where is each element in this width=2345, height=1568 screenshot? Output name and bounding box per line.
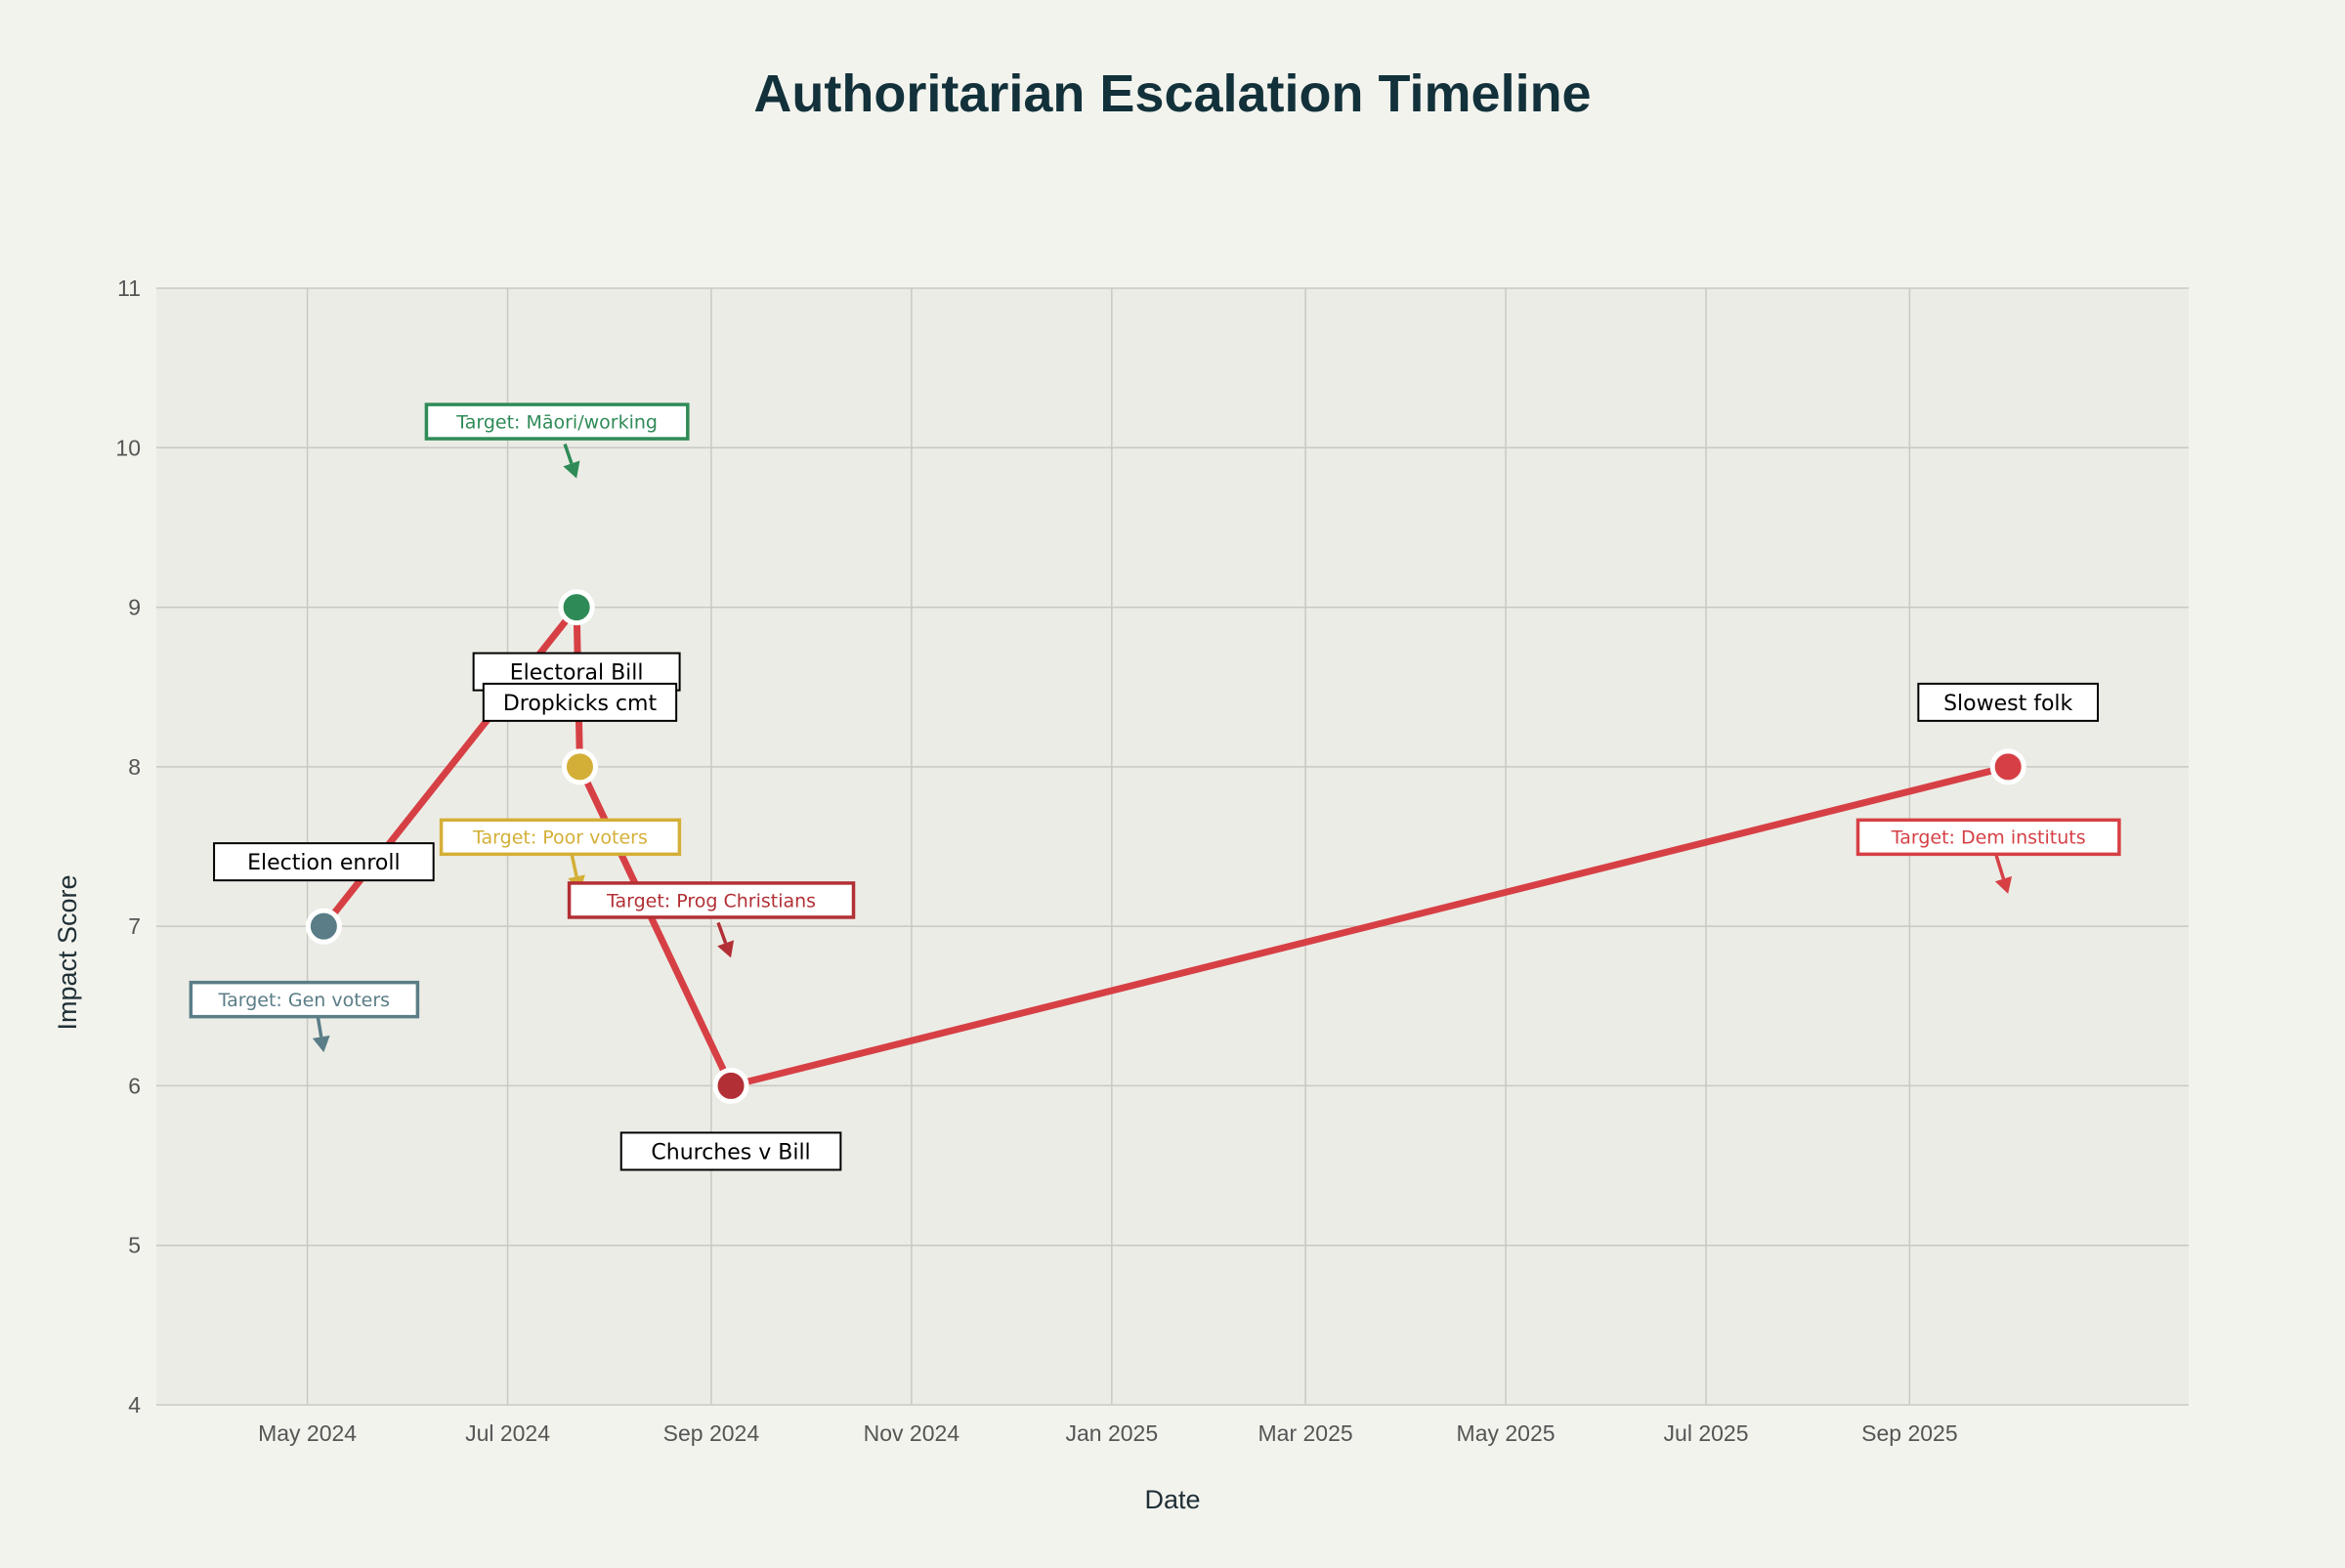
target-label: Target: Gen voters	[218, 990, 390, 1011]
arrow-head	[717, 940, 735, 958]
event-label-group: Churches v Bill	[619, 1131, 842, 1171]
y-tick-label: 7	[128, 913, 141, 939]
annotation-arrow	[312, 1016, 330, 1053]
arrow-shaft	[316, 1016, 323, 1038]
y-tick-label: 8	[128, 754, 141, 780]
y-tick-label: 5	[128, 1233, 141, 1258]
event-label-group: Slowest folk	[1917, 682, 2100, 722]
x-tick-label: Sep 2025	[1861, 1420, 1957, 1446]
target-label-box	[189, 980, 420, 1019]
arrow-shaft	[570, 855, 578, 877]
x-tick-label: May 2025	[1457, 1420, 1556, 1446]
arrow-head	[563, 460, 580, 479]
event-label: Slowest folk	[1943, 692, 2072, 716]
x-tick-label: Jul 2024	[465, 1420, 550, 1446]
target-label: Target: Māori/working	[455, 411, 658, 433]
target-label-box	[439, 818, 682, 857]
data-point	[305, 908, 342, 945]
event-label-box	[482, 682, 678, 722]
event-label-box	[213, 842, 435, 882]
target-label-group: Target: Gen voters	[189, 980, 420, 1019]
target-label-group: Target: Prog Christians	[567, 881, 856, 919]
chart-title: Authoritarian Escalation Timeline	[753, 64, 1591, 123]
y-tick-label: 11	[117, 275, 141, 301]
target-label-group: Target: Poor voters	[439, 818, 682, 857]
target-label-box	[1855, 818, 2121, 857]
arrow-shaft	[563, 444, 574, 465]
arrow-head	[1994, 875, 2013, 894]
target-label-box	[567, 881, 856, 919]
event-label: Electoral Bill	[510, 660, 644, 685]
data-point	[712, 1067, 749, 1104]
data-point	[1989, 748, 2026, 785]
x-tick-label: Jul 2025	[1664, 1420, 1749, 1446]
x-axis-label: Date	[1144, 1485, 1200, 1514]
target-label: Target: Prog Christians	[606, 890, 816, 911]
x-tick-label: Sep 2024	[663, 1420, 760, 1446]
target-label-group: Target: Māori/working	[424, 403, 690, 441]
annotation-arrow	[1994, 855, 2013, 894]
plot-area: 4 5 6 7 8 9 10 11 May 2024 Jul 2024 Sep 2024 Nov 20…	[115, 275, 2189, 1446]
event-label-box	[1917, 682, 2100, 722]
target-label-box	[424, 403, 690, 441]
target-label: Target: Dem instituts	[1891, 827, 2086, 849]
event-label-box	[619, 1131, 842, 1171]
x-tick-label: May 2024	[258, 1420, 357, 1446]
arrow-shaft	[1994, 855, 2006, 880]
y-tick-label: 6	[128, 1073, 141, 1098]
y-tick-label: 9	[128, 595, 141, 620]
x-tick-label: Mar 2025	[1258, 1420, 1353, 1446]
target-label-group: Target: Dem instituts	[1855, 818, 2121, 857]
x-tick-label: Nov 2024	[864, 1420, 960, 1446]
data-point	[558, 589, 595, 626]
annotation-arrow	[716, 921, 735, 958]
y-tick-label: 4	[128, 1392, 141, 1418]
arrow-shaft	[716, 921, 728, 944]
data-point	[561, 748, 598, 785]
annotation-arrow	[563, 444, 580, 479]
event-label: Dropkicks cmt	[503, 692, 658, 716]
event-label-group: Dropkicks cmt	[482, 682, 678, 722]
event-label: Election enroll	[247, 851, 401, 875]
y-axis-label: Impact Score	[53, 874, 82, 1030]
arrow-head	[312, 1035, 330, 1053]
target-label: Target: Poor voters	[472, 827, 648, 849]
x-tick-label: Jan 2025	[1066, 1420, 1159, 1446]
y-tick-label: 10	[115, 435, 141, 460]
event-label: Churches v Bill	[651, 1140, 810, 1165]
event-label-group: Election enroll	[213, 842, 435, 882]
